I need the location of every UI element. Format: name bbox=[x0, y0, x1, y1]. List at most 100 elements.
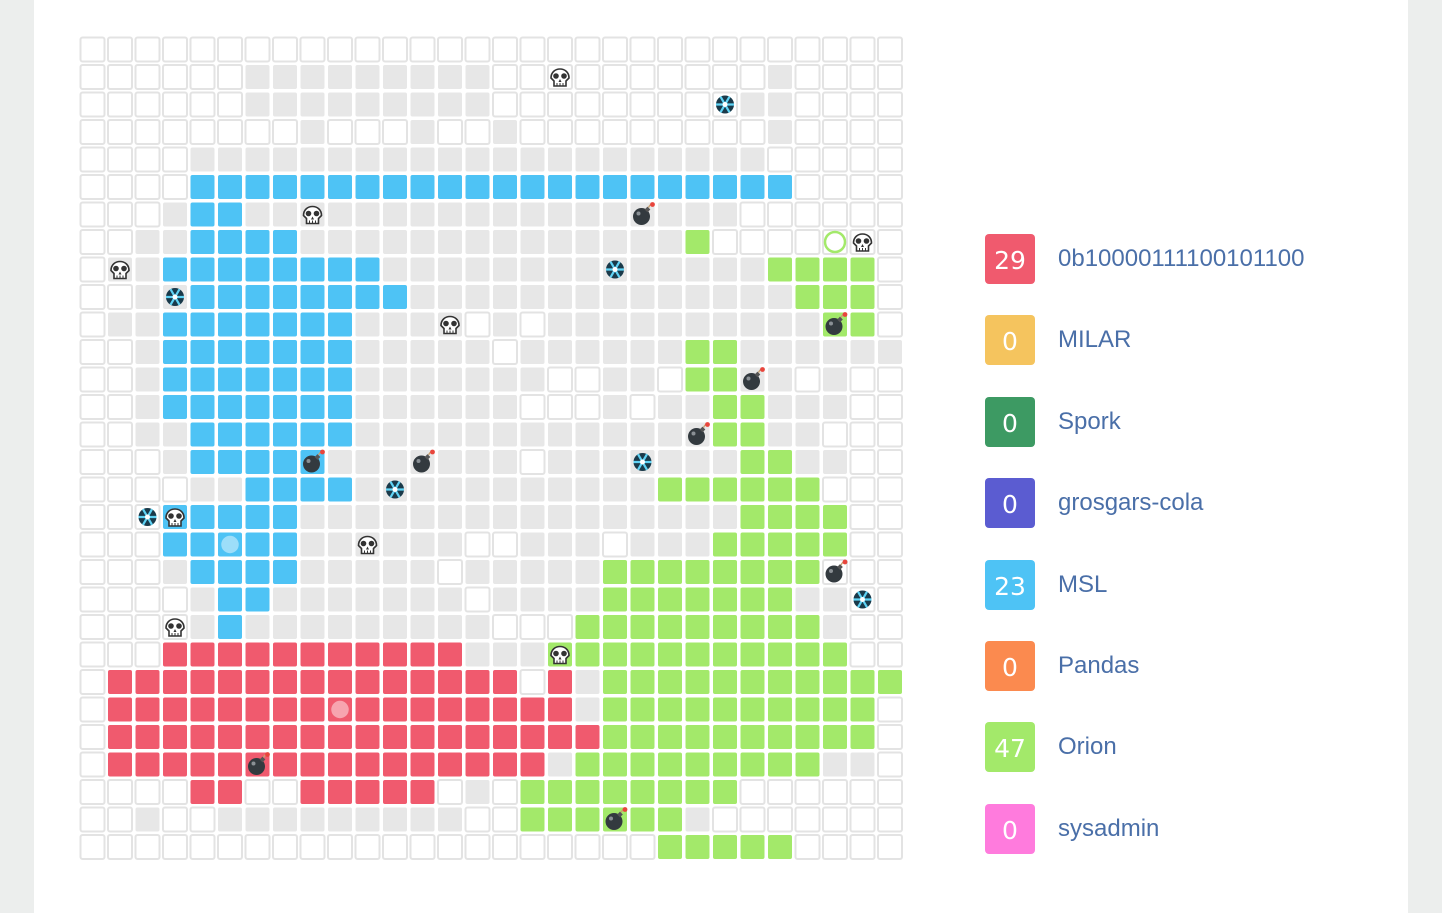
board-cell-neutral[interactable] bbox=[493, 147, 517, 172]
board-cell-empty[interactable] bbox=[877, 834, 903, 860]
board-cell-empty[interactable] bbox=[849, 834, 876, 860]
board-cell-empty[interactable] bbox=[134, 559, 161, 585]
board-cell-neutral[interactable] bbox=[245, 65, 270, 89]
board-cell-owned[interactable] bbox=[300, 642, 325, 667]
board-cell-neutral[interactable] bbox=[493, 285, 517, 309]
board-cell-neutral[interactable] bbox=[465, 147, 490, 172]
board-cell-neutral[interactable] bbox=[795, 340, 820, 364]
board-cell-owned[interactable] bbox=[548, 780, 572, 804]
board-cell-empty[interactable] bbox=[162, 64, 188, 90]
board-cell-owned[interactable] bbox=[740, 752, 765, 777]
board-cell-empty[interactable] bbox=[657, 64, 683, 90]
board-cell-neutral[interactable] bbox=[438, 422, 462, 447]
board-cell-owned[interactable] bbox=[658, 670, 682, 694]
board-cell-neutral[interactable] bbox=[548, 340, 572, 364]
board-cell-owned[interactable] bbox=[795, 477, 820, 502]
board-cell-empty[interactable] bbox=[877, 284, 903, 310]
board-cell-empty[interactable] bbox=[107, 284, 133, 310]
board-cell-owned[interactable] bbox=[658, 560, 682, 584]
board-cell-neutral[interactable] bbox=[520, 285, 545, 309]
board-cell-empty[interactable] bbox=[794, 146, 821, 173]
board-cell-neutral[interactable] bbox=[823, 450, 847, 474]
board-cell-owned[interactable] bbox=[630, 752, 655, 777]
board-cell-owned[interactable] bbox=[575, 725, 600, 749]
board-cell-owned[interactable] bbox=[190, 532, 215, 557]
board-cell-empty[interactable] bbox=[657, 119, 683, 145]
board-cell-owned[interactable] bbox=[823, 697, 847, 722]
board-cell-empty[interactable] bbox=[299, 834, 326, 860]
board-cell-owned[interactable] bbox=[438, 175, 462, 199]
board-cell-owned[interactable] bbox=[328, 367, 352, 392]
board-cell-empty[interactable] bbox=[739, 229, 766, 255]
board-cell-owned[interactable] bbox=[603, 725, 627, 749]
board-cell-neutral[interactable] bbox=[630, 257, 655, 282]
board-cell-neutral[interactable] bbox=[685, 202, 710, 227]
board-cell-neutral[interactable] bbox=[823, 615, 847, 639]
board-cell-owned[interactable] bbox=[795, 615, 820, 639]
board-cell-neutral[interactable] bbox=[383, 65, 407, 89]
board-cell-owned[interactable] bbox=[603, 697, 627, 722]
board-cell-owned[interactable] bbox=[190, 505, 215, 529]
board-cell-empty[interactable] bbox=[877, 641, 903, 668]
board-cell-empty[interactable] bbox=[272, 36, 298, 63]
board-cell-neutral[interactable] bbox=[493, 477, 517, 502]
board-cell-neutral[interactable] bbox=[575, 532, 600, 557]
board-cell-owned[interactable] bbox=[273, 532, 297, 557]
board-cell-neutral[interactable] bbox=[273, 807, 297, 832]
board-cell-empty[interactable] bbox=[79, 36, 106, 63]
board-cell-owned[interactable] bbox=[245, 587, 270, 612]
board-cell-owned[interactable] bbox=[190, 175, 215, 199]
board-cell-owned[interactable] bbox=[740, 670, 765, 694]
board-cell-owned[interactable] bbox=[548, 670, 572, 694]
board-cell-neutral[interactable] bbox=[575, 477, 600, 502]
board-cell-empty[interactable] bbox=[162, 834, 188, 860]
board-cell-empty[interactable] bbox=[162, 806, 188, 833]
board-cell-owned[interactable] bbox=[300, 670, 325, 694]
board-cell-owned[interactable] bbox=[823, 257, 847, 282]
board-cell-owned[interactable] bbox=[273, 505, 297, 529]
board-cell-neutral[interactable] bbox=[273, 615, 297, 639]
board-cell-owned[interactable] bbox=[190, 285, 215, 309]
board-cell-neutral[interactable] bbox=[190, 147, 215, 172]
board-cell-empty[interactable] bbox=[794, 174, 821, 200]
board-cell-empty[interactable] bbox=[877, 586, 903, 613]
board-cell-empty[interactable] bbox=[849, 449, 876, 475]
board-cell-owned[interactable] bbox=[713, 780, 737, 804]
board-cell-empty[interactable] bbox=[382, 36, 408, 63]
board-cell-empty[interactable] bbox=[519, 834, 546, 860]
board-cell-owned[interactable] bbox=[328, 752, 352, 777]
board-cell-owned[interactable] bbox=[410, 670, 435, 694]
board-cell-owned[interactable] bbox=[713, 615, 737, 639]
board-cell-empty[interactable] bbox=[712, 806, 738, 833]
board-cell-owned[interactable] bbox=[493, 175, 517, 199]
board-cell-owned[interactable] bbox=[630, 560, 655, 584]
board-cell-empty[interactable] bbox=[519, 36, 546, 63]
board-cell-empty[interactable] bbox=[602, 91, 628, 118]
board-cell-neutral[interactable] bbox=[520, 147, 545, 172]
board-cell-neutral[interactable] bbox=[493, 202, 517, 227]
board-cell-neutral[interactable] bbox=[823, 395, 847, 419]
board-cell-empty[interactable] bbox=[107, 504, 133, 530]
board-cell-empty[interactable] bbox=[107, 779, 133, 805]
board-cell-owned[interactable] bbox=[190, 395, 215, 419]
board-cell-empty[interactable] bbox=[629, 394, 656, 420]
board-cell-empty[interactable] bbox=[684, 64, 711, 90]
board-cell-owned[interactable] bbox=[740, 615, 765, 639]
board-cell-empty[interactable] bbox=[822, 421, 848, 448]
board-cell-owned[interactable] bbox=[740, 560, 765, 584]
board-cell-neutral[interactable] bbox=[493, 505, 517, 529]
board-cell-neutral[interactable] bbox=[383, 422, 407, 447]
board-cell-neutral[interactable] bbox=[768, 367, 792, 392]
board-cell-owned[interactable] bbox=[575, 615, 600, 639]
board-cell-owned[interactable] bbox=[465, 725, 490, 749]
board-cell-neutral[interactable] bbox=[355, 395, 380, 419]
board-cell-neutral[interactable] bbox=[383, 395, 407, 419]
board-cell-owned[interactable] bbox=[630, 670, 655, 694]
board-cell-empty[interactable] bbox=[354, 36, 381, 63]
board-cell-neutral[interactable] bbox=[685, 312, 710, 337]
board-cell-neutral[interactable] bbox=[410, 340, 435, 364]
board-cell-empty[interactable] bbox=[519, 449, 546, 475]
board-cell-empty[interactable] bbox=[547, 614, 573, 640]
board-cell-owned[interactable] bbox=[658, 835, 682, 859]
board-cell-empty[interactable] bbox=[107, 394, 133, 420]
